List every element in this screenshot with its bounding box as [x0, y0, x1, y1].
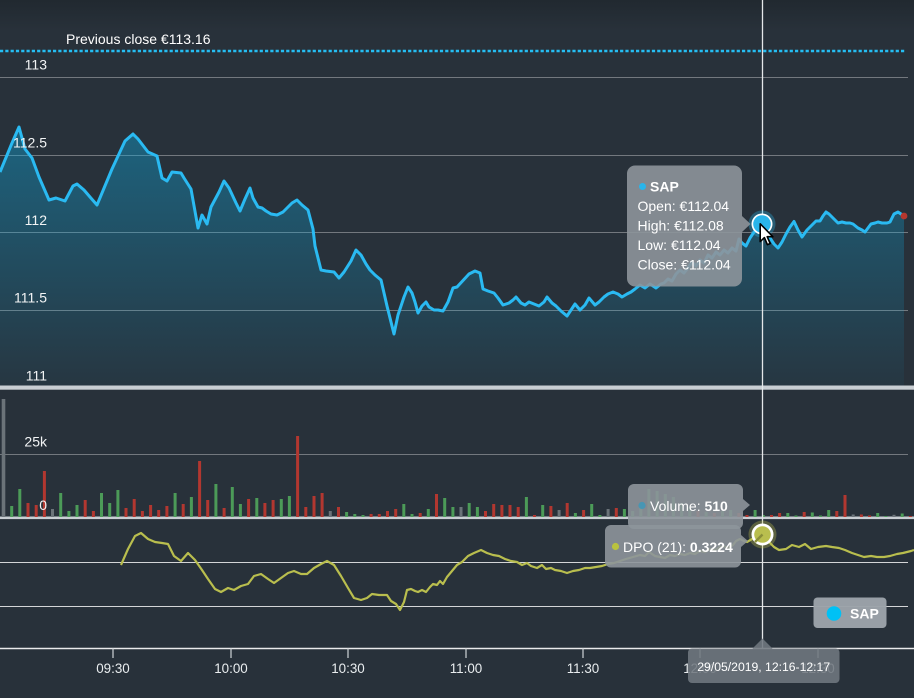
svg-text:113: 113 [25, 57, 48, 73]
svg-text:Previous close €113.16: Previous close €113.16 [66, 31, 211, 47]
svg-text:Close: €112.04: Close: €112.04 [638, 257, 731, 273]
svg-text:11:30: 11:30 [567, 661, 600, 676]
svg-text:0: 0 [39, 497, 47, 513]
svg-text:10:30: 10:30 [331, 661, 365, 676]
svg-text:112.5: 112.5 [13, 135, 47, 151]
svg-text:Open: €112.04: Open: €112.04 [638, 198, 730, 214]
svg-text:High: €112.08: High: €112.08 [638, 218, 724, 234]
svg-text:DPO (21): 0.3224: DPO (21): 0.3224 [623, 539, 733, 555]
svg-text:Volume: 510: Volume: 510 [650, 498, 728, 514]
svg-text:11:00: 11:00 [450, 661, 483, 676]
svg-text:09:30: 09:30 [96, 661, 130, 676]
svg-text:112: 112 [25, 212, 48, 228]
svg-text:10:00: 10:00 [214, 661, 248, 676]
svg-text:SAP: SAP [850, 606, 879, 622]
svg-text:SAP: SAP [650, 179, 679, 195]
svg-text:111.5: 111.5 [14, 290, 47, 306]
svg-text:25k: 25k [24, 434, 48, 450]
svg-text:111: 111 [26, 368, 47, 384]
svg-text:29/05/2019, 12:16-12:17: 29/05/2019, 12:16-12:17 [697, 660, 830, 674]
svg-text:Low: €112.04: Low: €112.04 [638, 237, 721, 253]
